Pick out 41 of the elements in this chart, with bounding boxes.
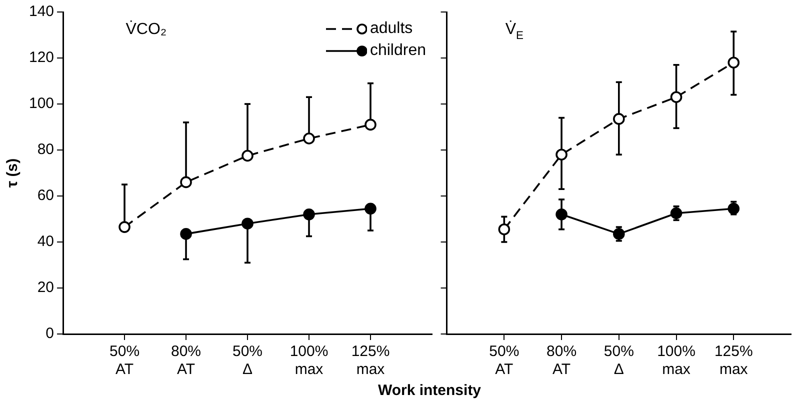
point: [613, 228, 625, 240]
point: [242, 150, 254, 162]
point: [728, 202, 740, 215]
x-tick-label: 125% max: [714, 343, 753, 378]
y-tick-label: 0: [46, 325, 54, 342]
legend-label: children: [370, 41, 426, 61]
text: V̇CO₂: [126, 20, 167, 38]
x-axis-title: Work intensity: [376, 382, 482, 399]
point: [556, 148, 568, 160]
y-tick-label: 100: [28, 95, 54, 112]
x-tick-label: 50% AT: [110, 343, 140, 378]
point: [303, 208, 315, 220]
x-tick-label: 50% Δ: [604, 343, 634, 378]
x-tick-label: 50% AT: [489, 343, 520, 378]
x-tick-label: 50% Δ: [232, 343, 263, 378]
y-tick-label: 20: [37, 279, 54, 296]
y-tick-label: 40: [37, 233, 54, 250]
x-tick-label: 80% AT: [546, 343, 577, 378]
point: [118, 221, 130, 233]
point: [613, 113, 625, 125]
y-tick-label: 140: [28, 3, 54, 20]
y-tick-label: 120: [28, 49, 54, 66]
point: [670, 91, 682, 103]
legend-label: adults: [370, 19, 413, 39]
y-tick-label: 60: [37, 187, 54, 204]
point: [728, 56, 740, 68]
point: [556, 208, 568, 220]
x-tick-label: 125% max: [351, 343, 390, 378]
point: [364, 118, 376, 131]
point: [242, 218, 254, 230]
x-tick-label: 80% AT: [171, 343, 202, 378]
point: [670, 207, 682, 220]
x-tick-label: 100% max: [290, 343, 328, 378]
point: [180, 228, 192, 240]
y-axis-title: τ (s): [4, 158, 22, 188]
y-tick-label: 80: [37, 141, 54, 158]
point: [303, 132, 315, 144]
point: [364, 202, 376, 215]
x-tick-label: 100% max: [657, 343, 696, 378]
point: [498, 223, 510, 236]
point: [180, 176, 192, 188]
